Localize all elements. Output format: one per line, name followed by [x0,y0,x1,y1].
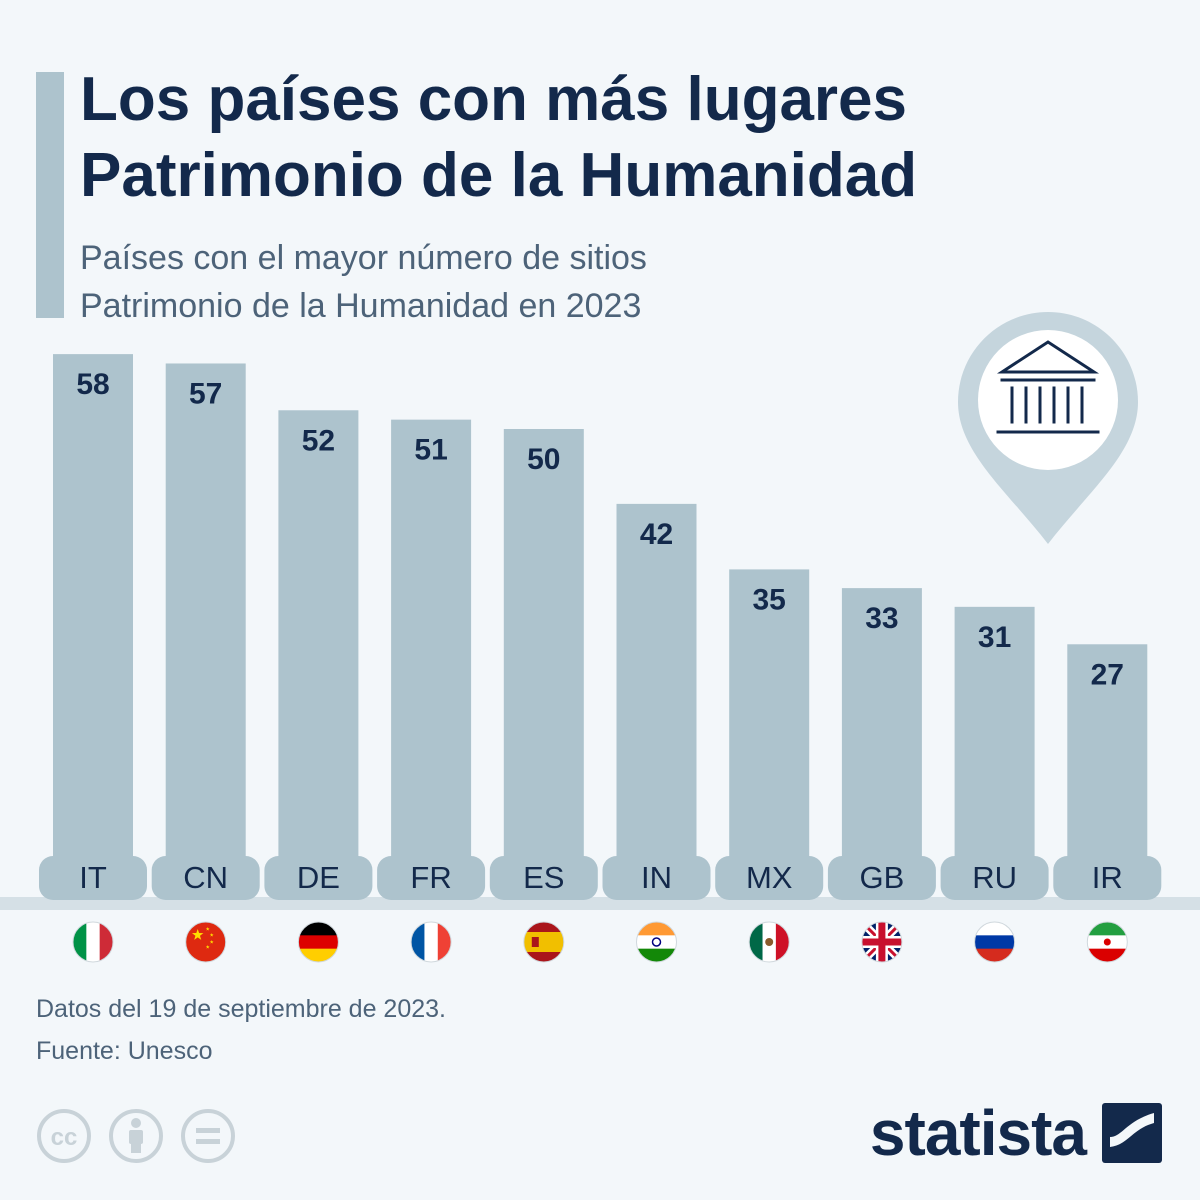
india-flag-icon [636,922,677,962]
category-tab-ir [1053,856,1162,900]
category-tab-cn [151,856,260,900]
footnote: Datos del 19 de septiembre de 2023. Fuen… [36,988,446,1072]
value-label-mx: 35 [753,583,786,616]
svg-text:cc: cc [51,1124,78,1151]
title-line-2: Patrimonio de la Humanidad [80,141,918,210]
bar-cn [165,363,246,898]
value-label-cn: 57 [189,377,222,410]
data-date-note: Datos del 19 de septiembre de 2023. [36,995,446,1023]
germany-flag-icon [298,922,339,962]
title-line-1: Los países con más lugares [80,65,908,134]
category-tab-ru [940,856,1049,900]
x-axis-band [0,897,1200,910]
no-derivatives-icon[interactable] [181,1109,235,1163]
source-note: Fuente: Unesco [36,1037,213,1065]
category-label-ru: RU [972,860,1017,895]
category-tab-in [602,856,711,900]
category-tab-mx [715,856,824,900]
value-label-es: 50 [527,443,560,476]
russia-flag-icon [974,922,1015,962]
value-label-ir: 27 [1091,658,1124,691]
bar-gb [841,588,922,897]
chart-subtitle: Países con el mayor número de sitios Pat… [80,234,1080,330]
category-label-it: IT [79,860,107,895]
value-label-ru: 31 [978,621,1011,654]
bar-fr [391,419,472,897]
category-tab-it [39,856,147,900]
bar-it [53,354,133,897]
title-accent-bar [36,72,64,318]
category-tab-de [264,856,373,900]
spain-flag-icon [523,922,564,962]
bar-es [503,429,584,897]
license-icons: cc [37,1109,235,1163]
iran-flag-icon [1087,922,1128,962]
map-pin-monument-icon [958,312,1138,544]
category-label-de: DE [297,860,340,895]
value-label-fr: 51 [414,434,447,467]
category-label-cn: CN [183,860,228,895]
bar-chart: 58 IT 57 CN 52 DE 51 FR 50 ES 42 IN 35 MX 33 GB 31 RU 27 IR [0,354,1200,963]
china-flag-icon [185,922,226,962]
italy-flag-icon [73,922,113,962]
category-label-mx: MX [746,860,793,895]
category-label-fr: FR [410,860,451,895]
uk-flag-icon [861,922,902,962]
category-label-es: ES [523,860,564,895]
chart-title: Los países con más lugares Patrimonio de… [80,62,1180,214]
subtitle-line-2: Patrimonio de la Humanidad en 2023 [80,287,642,325]
france-flag-icon [411,922,452,962]
bar-mx [729,569,810,897]
category-tab-gb [827,856,936,900]
value-label-de: 52 [302,424,335,457]
value-label-in: 42 [640,518,673,551]
subtitle-line-1: Países con el mayor número de sitios [80,239,647,277]
attribution-icon[interactable] [109,1109,163,1163]
cc-icon[interactable]: cc [37,1109,91,1163]
statista-logo[interactable]: statista [870,1096,1162,1170]
brand-name: statista [869,1097,1087,1169]
category-tab-es [489,856,598,900]
bar-in [616,503,697,897]
category-label-in: IN [641,860,672,895]
statista-logo-icon [1102,1103,1162,1163]
bar-ir [1067,644,1148,897]
mexico-flag-icon [749,922,790,962]
value-label-it: 58 [76,368,109,401]
category-tab-fr [377,856,486,900]
category-label-gb: GB [860,860,905,895]
category-label-ir: IR [1092,860,1123,895]
value-label-gb: 33 [865,602,898,635]
bar-ru [954,606,1035,897]
bar-de [278,410,359,897]
